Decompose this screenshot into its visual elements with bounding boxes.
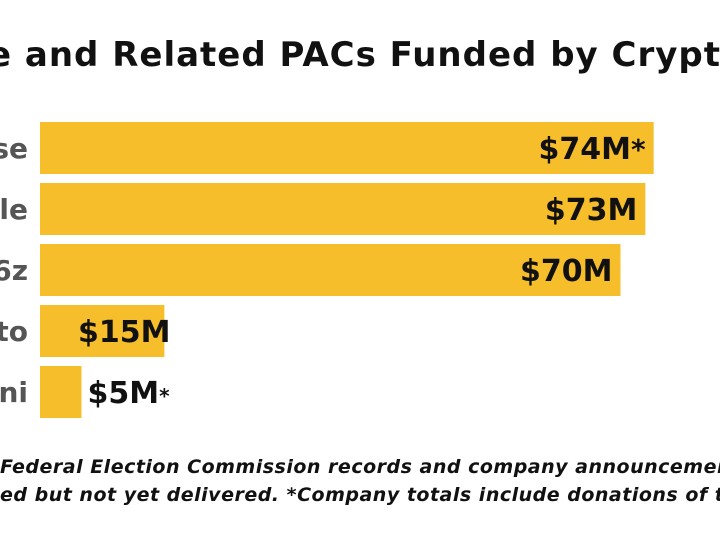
bar-value-label: $15M — [78, 315, 170, 350]
category-label: to — [0, 315, 28, 348]
source-note-line-2: ed but not yet delivered. *Company total… — [0, 484, 720, 506]
asterisk-mark: * — [159, 384, 170, 408]
category-label: ni — [0, 376, 28, 409]
bar — [40, 122, 654, 174]
bar — [40, 366, 82, 418]
bar — [40, 305, 165, 357]
bar-value-label: $70M — [520, 254, 612, 289]
bar — [40, 183, 646, 235]
source-note-line-1: Federal Election Commission records and … — [0, 456, 720, 478]
chart-title: e and Related PACs Funded by Crypto Gian… — [0, 35, 720, 75]
category-label: le — [0, 193, 28, 226]
bar-value-label: $74M* — [539, 132, 646, 167]
asterisk-mark: * — [631, 133, 646, 166]
bar — [40, 244, 621, 296]
bar-value-label: $5M* — [87, 376, 170, 411]
category-label: se — [0, 132, 28, 165]
category-label: 6z — [0, 254, 28, 287]
bar-value-label: $73M — [545, 193, 637, 228]
bar-chart: se $74M* le $73M 6z $70M to $15M ni $5M* — [0, 122, 654, 418]
bars-layer: se $74M* le $73M 6z $70M to $15M ni $5M* — [0, 122, 654, 418]
